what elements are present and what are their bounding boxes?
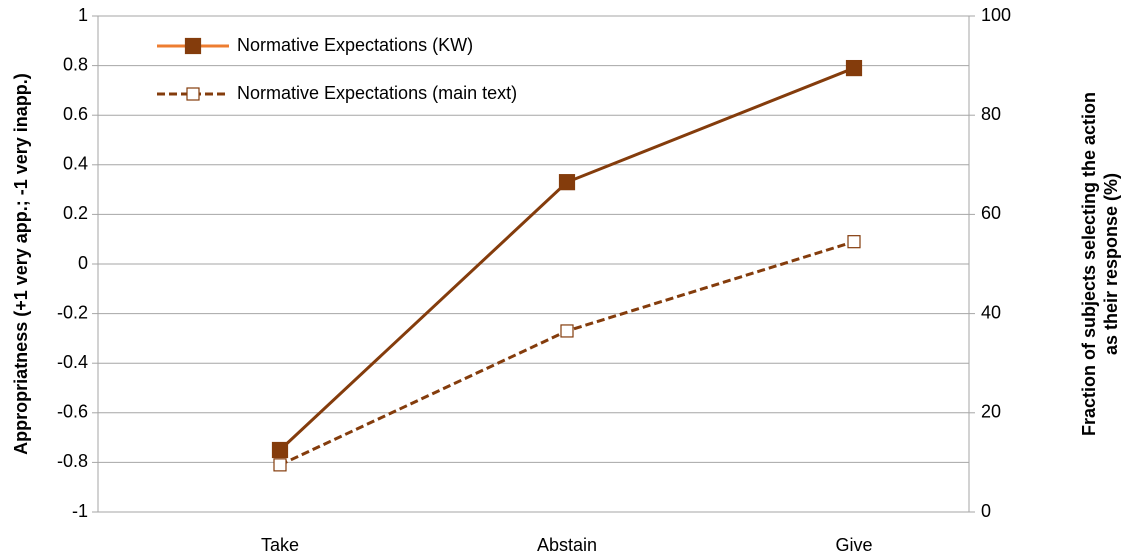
x-tick-label: Abstain xyxy=(537,535,597,555)
marker xyxy=(847,235,861,249)
series-line xyxy=(279,240,855,467)
y-axis-title: Appropriatness (+1 very app.; -1 very in… xyxy=(11,73,31,455)
y2-tick-label: 40 xyxy=(981,302,1001,322)
y-tick-label: 0.8 xyxy=(63,54,88,74)
y-tick-label: -0.6 xyxy=(57,402,88,422)
legend-label: Normative Expectations (KW) xyxy=(237,35,473,55)
y2-tick-label: 0 xyxy=(981,501,991,521)
series-line xyxy=(278,66,855,452)
y2-tick-label: 80 xyxy=(981,104,1001,124)
legend-marker xyxy=(186,87,200,101)
y2-tick-label: 60 xyxy=(981,203,1001,223)
legend-marker xyxy=(184,37,202,55)
marker xyxy=(845,59,863,77)
marker xyxy=(558,174,576,191)
y-tick-label: -0.2 xyxy=(57,302,88,322)
marker xyxy=(560,324,574,338)
y-tick-label: -0.4 xyxy=(57,352,88,372)
x-tick-label: Give xyxy=(835,535,872,555)
y-tick-label: 0.2 xyxy=(63,203,88,223)
y-tick-label: -0.8 xyxy=(57,451,88,471)
marker xyxy=(273,458,287,472)
y2-tick-label: 20 xyxy=(981,402,1001,422)
marker xyxy=(271,441,289,459)
y-tick-label: 0.6 xyxy=(63,104,88,124)
y-tick-label: 0.4 xyxy=(63,154,88,174)
y2-axis-title: as their response (%) xyxy=(1101,173,1121,355)
y2-tick-label: 100 xyxy=(981,5,1011,25)
y2-axis-title: Fraction of subjects selecting the actio… xyxy=(1079,92,1099,436)
y-tick-label: -1 xyxy=(72,501,88,521)
x-tick-label: Take xyxy=(261,535,299,555)
y-tick-label: 1 xyxy=(78,5,88,25)
legend-label: Normative Expectations (main text) xyxy=(237,83,517,103)
y-tick-label: 0 xyxy=(78,253,88,273)
